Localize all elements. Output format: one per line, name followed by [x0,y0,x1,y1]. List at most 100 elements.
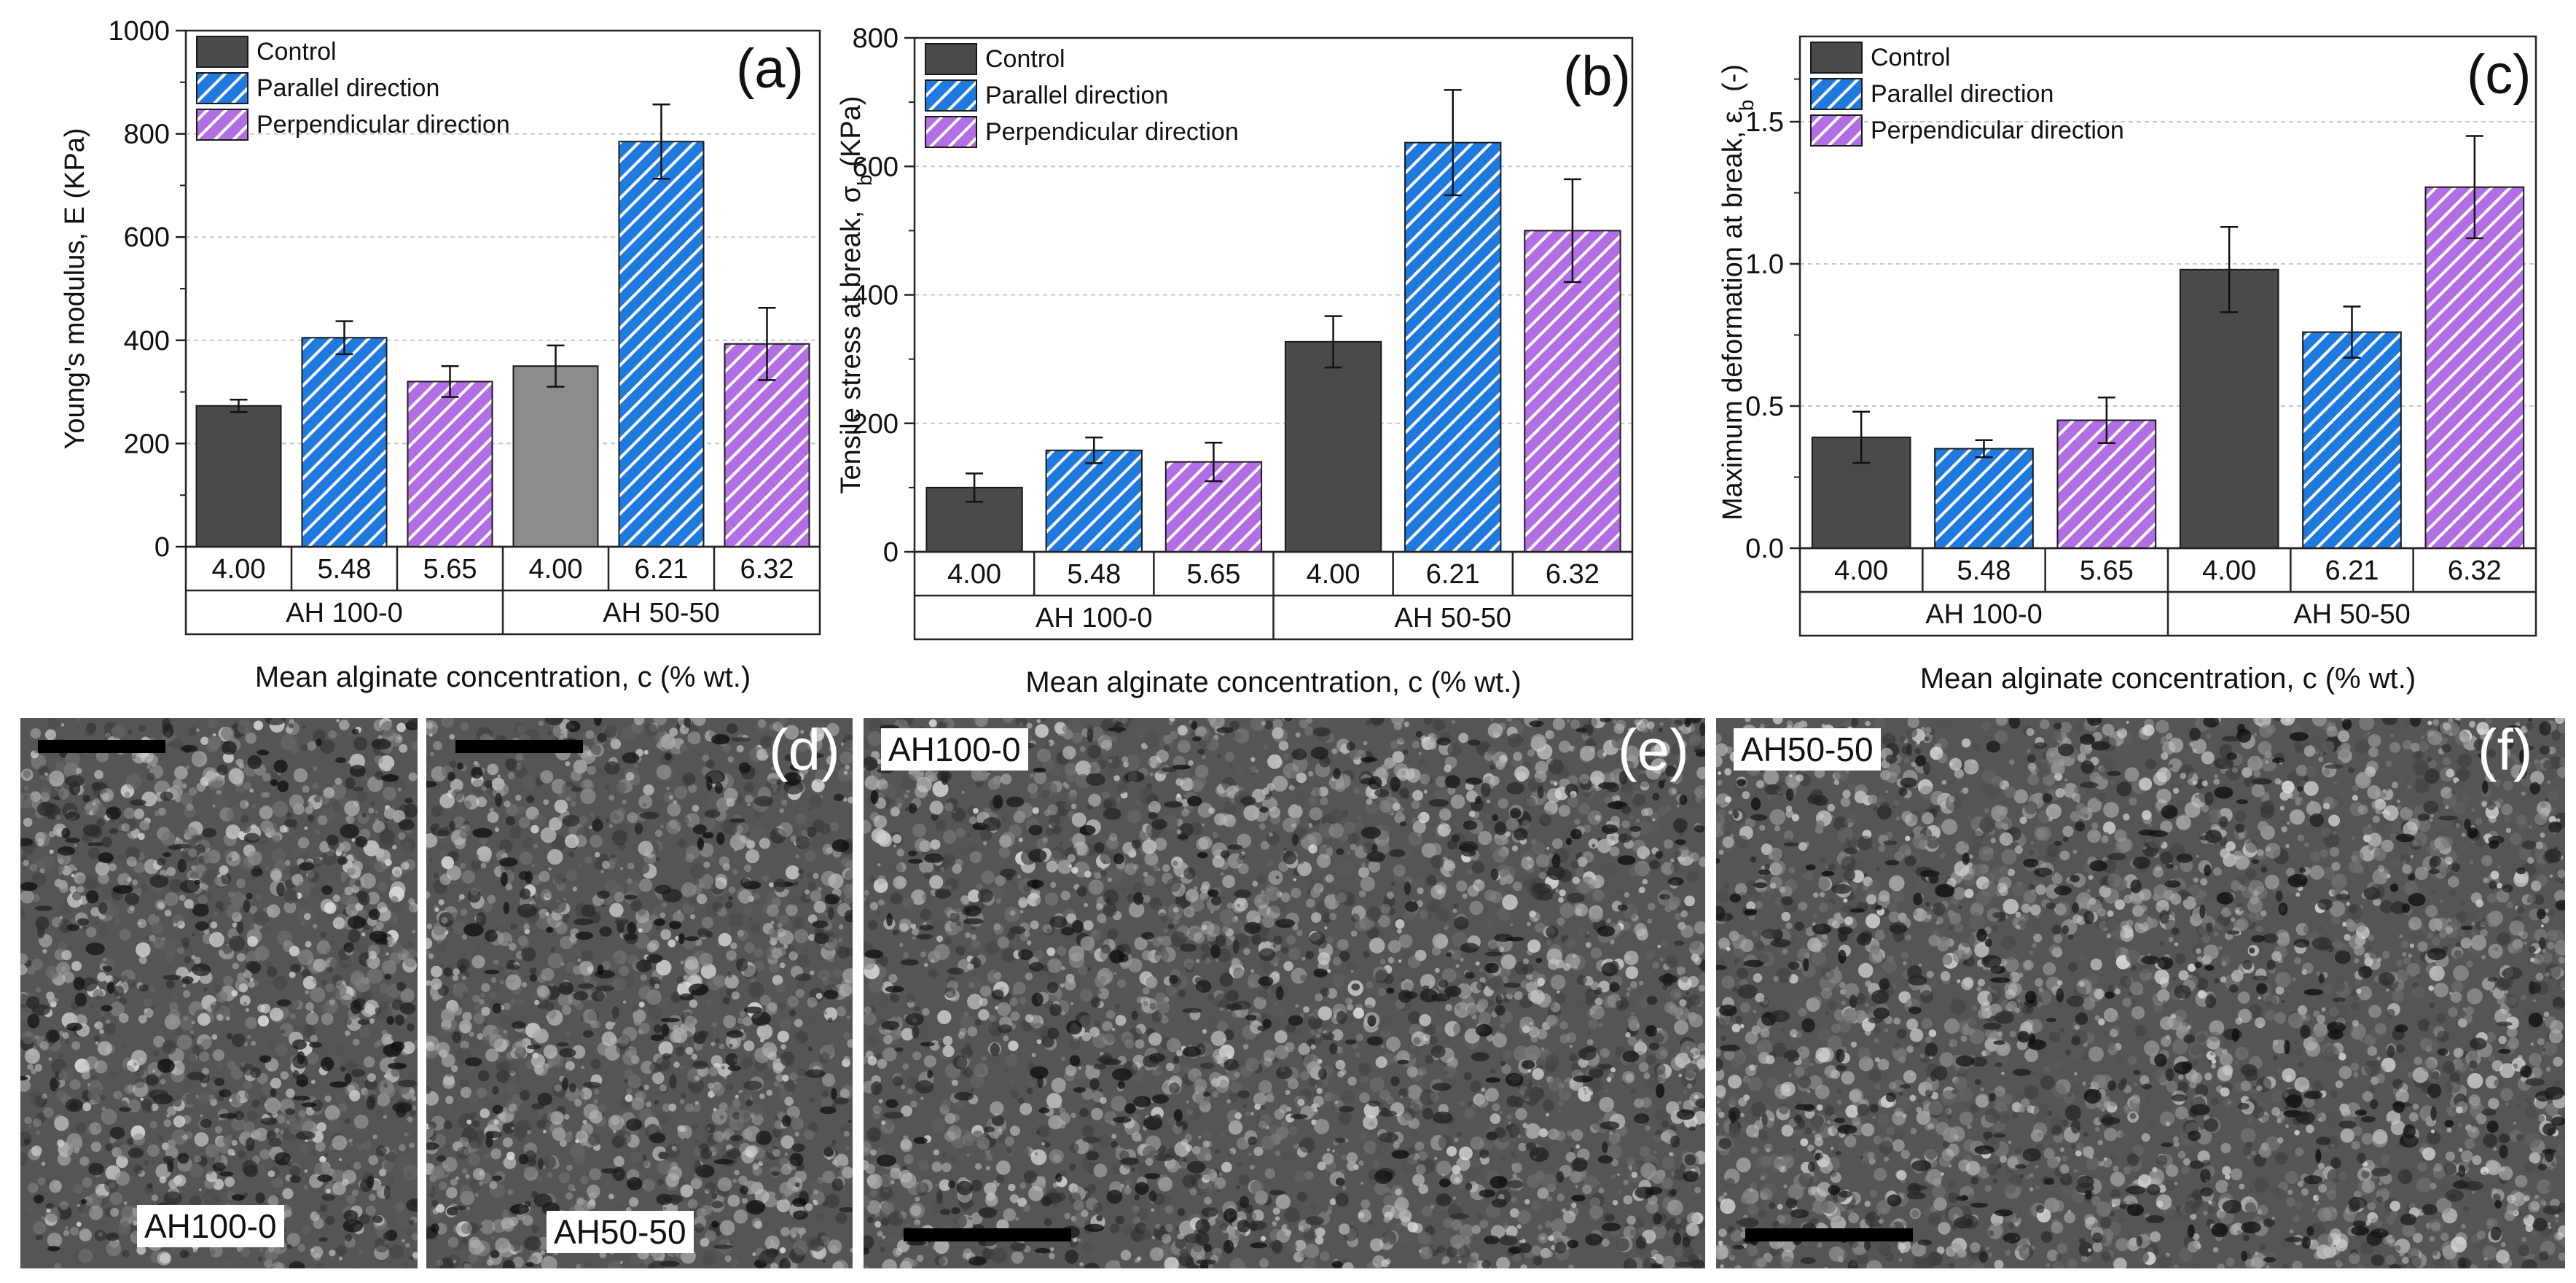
sem-grain [144,1160,149,1166]
sem-grain [251,1099,260,1108]
sem-grain [506,968,519,981]
sem-grain [730,942,737,950]
sem-grain [1028,1062,1036,1069]
sem-grain [267,1170,275,1178]
sem-grain [61,950,72,961]
sem-grain [1272,1207,1280,1215]
sem-grain [74,843,77,848]
sem-grain [465,1174,470,1179]
sem-grain [55,814,61,820]
sem-pore [688,983,709,996]
sem-pore [257,749,270,756]
sem-grain [275,1263,286,1268]
sem-grain [397,787,402,792]
sem-grain [58,1070,68,1080]
sem-grain [512,1032,522,1042]
sem-grain [910,889,927,905]
sem-grain [229,1093,244,1108]
sem-grain [1253,1147,1264,1156]
sem-grain [157,1135,165,1143]
sem-grain [886,1236,895,1244]
sem-pore [398,819,415,831]
sem-grain [325,983,334,993]
sem-grain [279,1006,283,1010]
sem-pore [292,1039,307,1050]
sem-grain [211,794,228,810]
sem-grain [426,833,438,848]
sem-grain [627,1075,641,1089]
sem-grain [125,819,138,832]
sem-pore [383,1232,391,1240]
sem-grain [394,735,403,744]
sem-grain [822,1260,826,1263]
sem-grain [653,718,668,726]
sem-grain [672,1028,688,1044]
sem-pore [754,796,774,807]
sem-grain [112,1093,117,1099]
sem-grain [460,1023,470,1034]
sem-grain [743,1016,753,1026]
sem-grain [766,904,779,917]
sem-grain [580,1175,589,1185]
sem-grain [1162,864,1170,873]
sem-grain [146,1144,160,1157]
x-axis-label: Mean alginate concentration, c (% wt.) [255,661,751,693]
sem-grain [461,1238,469,1244]
sem-grain [793,945,800,954]
sem-grain [1500,1154,1508,1162]
sem-grain [1250,757,1256,762]
sem-pore [357,1019,370,1026]
sem-grain [1603,1051,1610,1058]
sem-grain [1336,1042,1342,1048]
sem-grain [846,1015,850,1020]
sem-grain [59,1053,63,1058]
sem-grain [279,824,288,833]
legend-swatch-perpendicular [1810,114,1863,147]
sem-grain [1627,1037,1637,1046]
sem-grain [813,1199,816,1203]
sem-grain [101,837,112,848]
sem-grain [533,1061,549,1076]
sem-pore [383,1043,402,1057]
sem-grain [1456,880,1468,892]
sem-grain [374,1237,389,1253]
sem-grain [305,1002,314,1011]
sem-pore [795,973,812,982]
sem-grain [1527,1069,1532,1073]
sem-grain [1148,755,1162,769]
sem-grain [811,779,824,792]
sem-grain [1036,838,1047,850]
sem-grain [707,975,722,991]
sem-pore [260,1118,278,1126]
sem-grain [385,1151,396,1163]
sem-grain [192,933,195,937]
sem-grain [133,1081,149,1098]
sem-grain [97,1041,112,1056]
sem-grain [658,1041,673,1056]
sem-grain [1637,846,1650,859]
sem-grain [439,718,454,728]
sem-grain [484,792,493,800]
sem-grain [627,954,639,966]
sem-grain [65,1226,68,1230]
sem-grain [302,975,317,990]
sem-grain [613,1129,616,1134]
sem-grain [126,856,137,867]
sem-grain [82,1177,93,1188]
sem-grain [426,755,433,763]
sem-grain [260,1003,271,1014]
sem-grain [150,1251,163,1263]
sem-grain [1199,892,1209,901]
sem-grain [826,955,834,962]
sem-grain [32,1118,42,1128]
sem-grain [1452,908,1457,913]
sem-grain [786,904,798,916]
sem-grain [259,806,273,820]
sem-grain [225,824,240,840]
sem-grain [684,1137,687,1141]
sem-grain [624,1069,633,1079]
sem-grain [128,730,133,735]
sem-grain [332,1169,345,1182]
sem-grain [83,876,98,890]
